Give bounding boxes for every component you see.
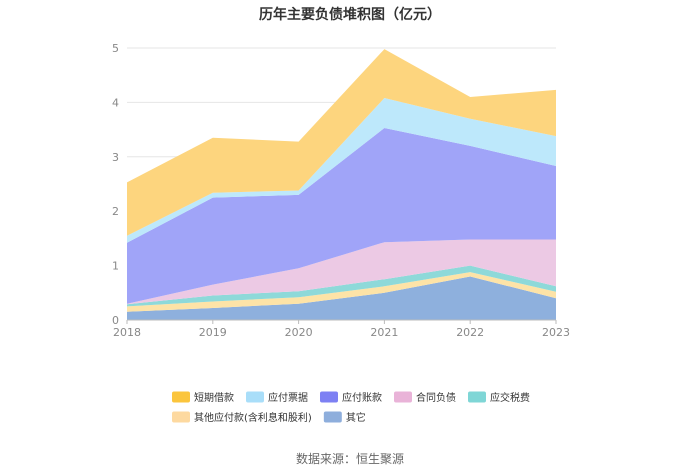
- legend-label: 其他应付款(含利息和股利): [194, 411, 312, 424]
- legend-swatch: [323, 411, 342, 423]
- legend-swatch: [468, 391, 486, 403]
- x-tick-label: 2019: [199, 326, 227, 339]
- legend-swatch: [172, 411, 190, 423]
- x-tick-label: 2020: [285, 326, 313, 339]
- y-tick-label: 0: [112, 314, 119, 327]
- area-series-4: [127, 128, 556, 304]
- y-tick-label: 5: [112, 42, 119, 55]
- x-tick-label: 2021: [370, 326, 398, 339]
- legend-label: 其它: [346, 411, 366, 424]
- legend-label: 应付账款: [342, 391, 382, 404]
- legend-swatch: [172, 391, 190, 403]
- area-series-1: [127, 272, 556, 312]
- x-tick-label: 2022: [456, 326, 484, 339]
- area-series-3: [127, 239, 556, 305]
- y-tick-label: 4: [112, 96, 119, 109]
- x-tick-label: 2018: [113, 326, 141, 339]
- area-series-2: [127, 265, 556, 307]
- legend-label: 合同负债: [416, 391, 456, 404]
- chart-title: 历年主要负债堆积图（亿元）: [259, 7, 441, 23]
- legend-label: 短期借款: [194, 391, 234, 404]
- legend-label: 应付票据: [268, 391, 308, 404]
- y-tick-label: 1: [112, 260, 119, 273]
- y-tick-label: 2: [112, 205, 119, 218]
- y-tick-label: 3: [112, 151, 119, 164]
- x-tick-label: 2023: [542, 326, 570, 339]
- legend-label: 应交税费: [490, 391, 530, 404]
- area-series-6: [127, 49, 556, 236]
- legend-swatch: [394, 391, 412, 403]
- area-series-5: [127, 98, 556, 243]
- legend-swatch: [246, 391, 264, 403]
- legend-swatch: [320, 391, 338, 403]
- data-source: 数据来源：恒生聚源: [295, 452, 404, 466]
